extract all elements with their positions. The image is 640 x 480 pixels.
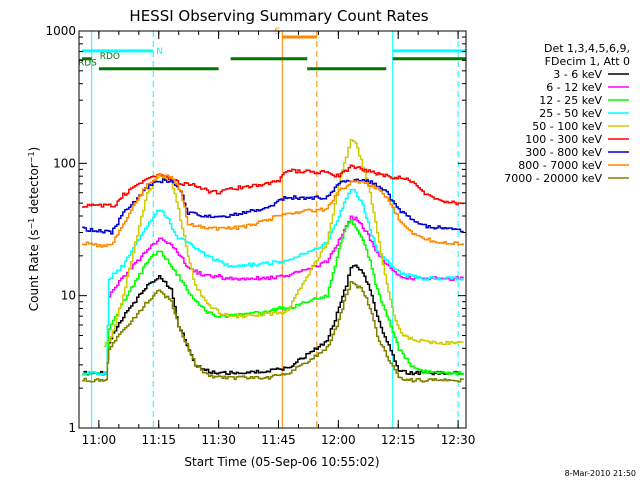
flag-bar-label-0: N bbox=[156, 47, 163, 57]
legend-label-5: 100 - 300 keV bbox=[525, 133, 602, 146]
date-stamp: 8-Mar-2010 21:50 bbox=[565, 469, 636, 478]
x-tick-label-5: 12:15 bbox=[381, 433, 416, 447]
series-line-8 bbox=[82, 281, 464, 383]
flag-bar-label-6: RDS bbox=[78, 59, 97, 69]
series-line-5 bbox=[82, 164, 464, 208]
legend-label-6: 300 - 800 keV bbox=[525, 146, 602, 159]
legend-label-7: 800 - 7000 keV bbox=[518, 159, 602, 172]
y-axis-label-mid: detector bbox=[27, 163, 41, 218]
x-tick-label-2: 11:30 bbox=[201, 433, 236, 447]
x-axis-label: Start Time (05-Sep-06 10:55:02) bbox=[184, 455, 379, 469]
legend-label-8: 7000 - 20000 keV bbox=[504, 172, 602, 185]
legend-header-0: Det 1,3,4,5,6,9, bbox=[544, 42, 630, 55]
x-tick-label-6: 12:30 bbox=[441, 433, 476, 447]
y-axis-label-end: ) bbox=[27, 147, 41, 152]
series-line-3 bbox=[82, 188, 464, 376]
x-tick-label-3: 11:45 bbox=[261, 433, 296, 447]
legend-label-4: 50 - 100 keV bbox=[532, 120, 602, 133]
y-axis-label: Count Rate (s−1 detector−1) bbox=[27, 147, 41, 311]
y-tick-label-0: 1 bbox=[68, 421, 76, 435]
y-axis-label-main: Count Rate (s bbox=[27, 230, 41, 312]
series-line-1 bbox=[108, 215, 464, 298]
y-tick-label-2: 100 bbox=[53, 156, 76, 170]
legend-label-1: 6 - 12 keV bbox=[546, 81, 602, 94]
legend: Det 1,3,4,5,6,9,FDecim 1, Att 03 - 6 keV… bbox=[504, 42, 630, 185]
x-tick-label-4: 12:00 bbox=[321, 433, 356, 447]
x-tick-label-0: 11:00 bbox=[82, 433, 117, 447]
legend-label-3: 25 - 50 keV bbox=[539, 107, 602, 120]
flag-bar-label-3: RDO bbox=[100, 52, 120, 62]
x-tick-label-1: 11:15 bbox=[141, 433, 176, 447]
y-axis-label-exp1: −1 bbox=[27, 218, 36, 230]
plot-content bbox=[82, 31, 466, 428]
series-line-0 bbox=[82, 264, 464, 376]
series-line-2 bbox=[82, 219, 464, 376]
legend-header-1: FDecim 1, Att 0 bbox=[545, 55, 630, 68]
legend-label-0: 3 - 6 keV bbox=[553, 68, 602, 81]
series-line-7 bbox=[82, 172, 464, 248]
chart-title: HESSI Observing Summary Count Rates bbox=[129, 7, 428, 25]
plot-frame bbox=[78, 30, 467, 429]
y-tick-label-3: 1000 bbox=[45, 24, 76, 38]
axes: 11:00 11:15 11:30 11:45 12:00 12:15 12:30 1 10 10… bbox=[45, 24, 475, 447]
y-axis-label-exp2: −1 bbox=[27, 151, 36, 163]
y-tick-label-1: 10 bbox=[61, 289, 76, 303]
legend-label-2: 12 - 25 keV bbox=[539, 94, 602, 107]
series-line-4 bbox=[103, 138, 464, 348]
flag-bar-label-2: S bbox=[275, 27, 281, 37]
